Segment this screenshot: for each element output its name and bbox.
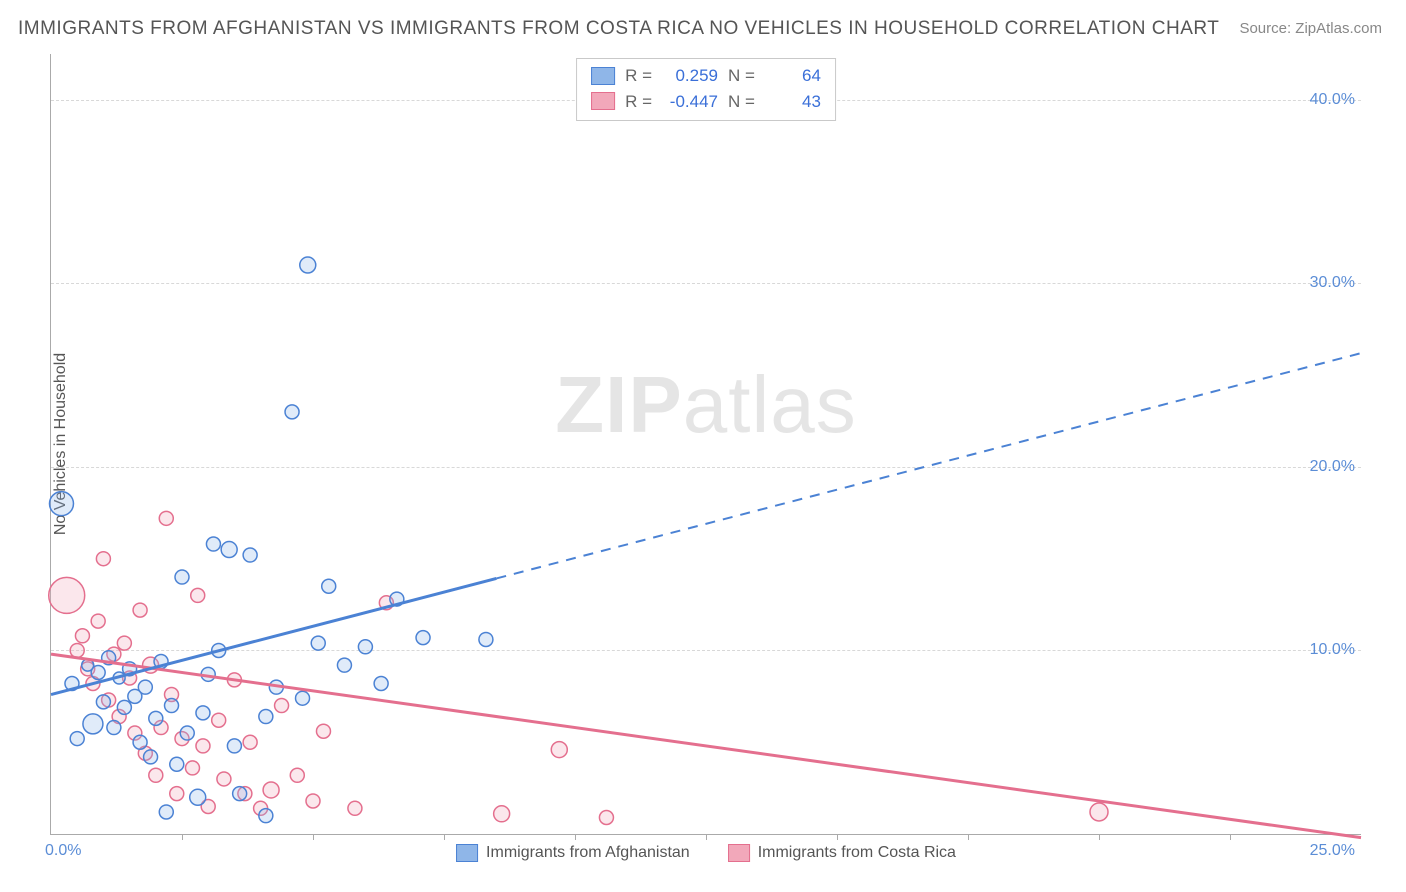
stats-swatch-b	[591, 92, 615, 110]
data-point-a	[416, 631, 430, 645]
data-point-b	[599, 810, 613, 824]
stats-row-a: R = 0.259 N = 64	[591, 63, 821, 89]
data-point-a	[311, 636, 325, 650]
data-point-a	[259, 710, 273, 724]
data-point-b	[196, 739, 210, 753]
data-point-a	[227, 739, 241, 753]
data-point-b	[159, 511, 173, 525]
data-point-a	[296, 691, 310, 705]
data-point-b	[217, 772, 231, 786]
data-point-b	[70, 643, 84, 657]
chart-svg	[51, 54, 1361, 834]
x-tick	[1099, 834, 1100, 840]
data-point-b	[117, 636, 131, 650]
data-point-a	[322, 579, 336, 593]
plot-area: No Vehicles in Household 10.0%20.0%30.0%…	[50, 54, 1361, 835]
data-point-a	[144, 750, 158, 764]
data-point-a	[221, 542, 237, 558]
stats-n-value-b: 43	[765, 89, 821, 115]
data-point-b	[91, 614, 105, 628]
stats-r-label: R =	[625, 63, 652, 89]
data-point-b	[149, 768, 163, 782]
data-point-a	[206, 537, 220, 551]
data-point-b	[96, 552, 110, 566]
data-point-b	[494, 806, 510, 822]
x-tick	[313, 834, 314, 840]
data-point-b	[290, 768, 304, 782]
data-point-a	[196, 706, 210, 720]
x-axis-origin-label: 0.0%	[45, 842, 81, 860]
x-tick	[837, 834, 838, 840]
data-point-a	[190, 789, 206, 805]
stats-swatch-a	[591, 67, 615, 85]
data-point-a	[374, 677, 388, 691]
data-point-b	[133, 603, 147, 617]
data-point-b	[1090, 803, 1108, 821]
data-point-b	[316, 724, 330, 738]
stats-row-b: R = -0.447 N = 43	[591, 89, 821, 115]
data-point-a	[107, 721, 121, 735]
data-point-a	[149, 711, 163, 725]
chart-title: IMMIGRANTS FROM AFGHANISTAN VS IMMIGRANT…	[18, 18, 1219, 40]
x-axis-max-label: 25.0%	[1310, 842, 1355, 860]
data-point-b	[275, 699, 289, 713]
data-point-b	[551, 742, 567, 758]
stats-n-value-a: 64	[765, 63, 821, 89]
data-point-a	[285, 405, 299, 419]
data-point-b	[243, 735, 257, 749]
data-point-a	[70, 732, 84, 746]
data-point-a	[300, 257, 316, 273]
data-point-a	[180, 726, 194, 740]
data-point-a	[165, 699, 179, 713]
x-tick	[706, 834, 707, 840]
data-point-a	[233, 787, 247, 801]
legend-item-costarica: Immigrants from Costa Rica	[728, 844, 956, 862]
x-tick	[182, 834, 183, 840]
data-point-a	[358, 640, 372, 654]
data-point-a	[96, 695, 110, 709]
x-axis-legend: Immigrants from Afghanistan Immigrants f…	[456, 844, 956, 862]
stats-r-label: R =	[625, 89, 652, 115]
trendline-a-dash	[496, 353, 1361, 578]
x-tick	[575, 834, 576, 840]
data-point-a	[170, 757, 184, 771]
stats-r-value-a: 0.259	[662, 63, 718, 89]
data-point-b	[75, 629, 89, 643]
data-point-b	[191, 588, 205, 602]
data-point-a	[159, 805, 173, 819]
x-tick	[1230, 834, 1231, 840]
data-point-a	[138, 680, 152, 694]
legend-swatch-costarica	[728, 844, 750, 862]
data-point-a	[83, 714, 103, 734]
data-point-b	[170, 787, 184, 801]
x-tick	[444, 834, 445, 840]
stats-n-label: N =	[728, 63, 755, 89]
data-point-b	[263, 782, 279, 798]
legend-label-costarica: Immigrants from Costa Rica	[758, 844, 956, 861]
stats-box: R = 0.259 N = 64 R = -0.447 N = 43	[576, 58, 836, 121]
data-point-b	[212, 713, 226, 727]
data-point-a	[117, 700, 131, 714]
stats-r-value-b: -0.447	[662, 89, 718, 115]
data-point-a	[133, 735, 147, 749]
data-point-a	[337, 658, 351, 672]
data-point-a	[259, 809, 273, 823]
data-point-a	[243, 548, 257, 562]
data-point-b	[185, 761, 199, 775]
source-attribution: Source: ZipAtlas.com	[1239, 20, 1382, 37]
legend-label-afghanistan: Immigrants from Afghanistan	[486, 844, 690, 861]
data-point-a	[49, 492, 73, 516]
data-point-b	[306, 794, 320, 808]
data-point-a	[91, 665, 105, 679]
data-point-a	[175, 570, 189, 584]
x-tick	[968, 834, 969, 840]
data-point-a	[479, 632, 493, 646]
stats-n-label: N =	[728, 89, 755, 115]
legend-item-afghanistan: Immigrants from Afghanistan	[456, 844, 690, 862]
data-point-b	[348, 801, 362, 815]
legend-swatch-afghanistan	[456, 844, 478, 862]
data-point-b	[49, 577, 85, 613]
